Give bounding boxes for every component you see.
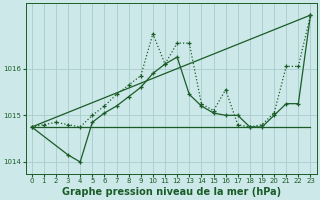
X-axis label: Graphe pression niveau de la mer (hPa): Graphe pression niveau de la mer (hPa) (61, 187, 281, 197)
